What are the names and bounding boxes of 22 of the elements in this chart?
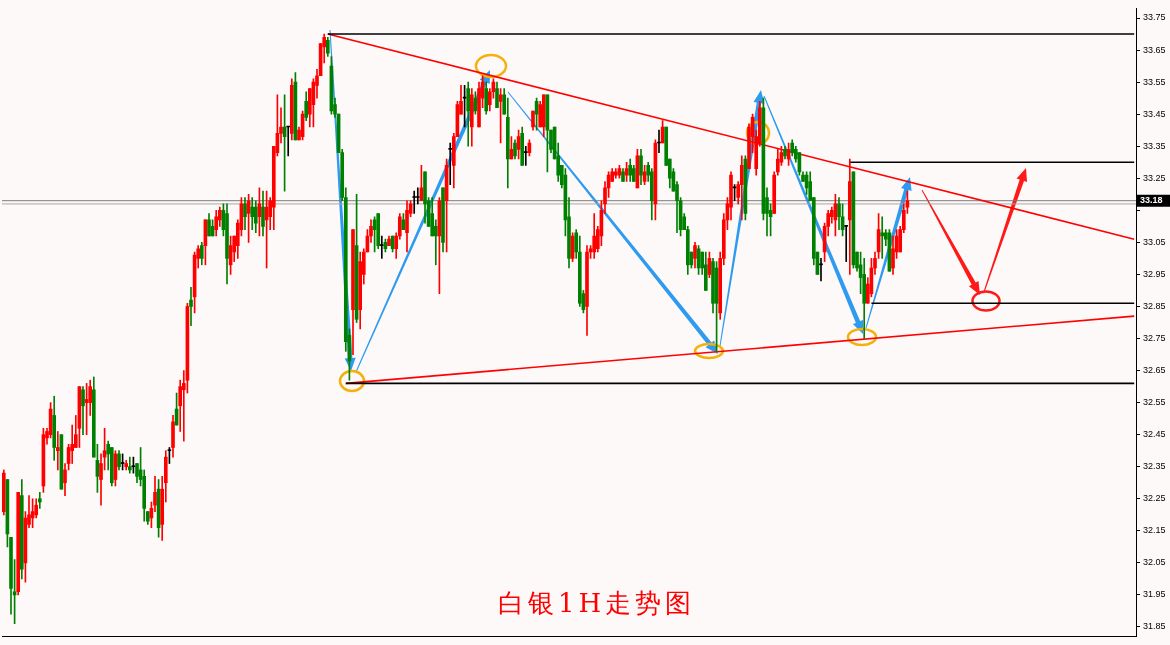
y-tick-label: 32.85	[1143, 300, 1166, 311]
y-tick-label: 31.85	[1143, 621, 1166, 632]
y-tick-label: 31.95	[1143, 589, 1166, 600]
ref-line-label: 33.18	[1140, 195, 1163, 206]
text: 白银1H走势图	[498, 588, 696, 620]
y-tick-label: 32.35	[1143, 461, 1166, 472]
y-tick-label: 33.25	[1143, 172, 1166, 183]
y-tick-label: 32.65	[1143, 365, 1166, 376]
y-tick-label: 32.05	[1143, 557, 1166, 568]
y-tick-label: 33.45	[1143, 108, 1166, 119]
y-tick-label: 33.55	[1143, 76, 1166, 87]
y-tick-label: 33.65	[1143, 44, 1166, 55]
y-tick-label: 32.25	[1143, 493, 1166, 504]
y-tick-label: 33.75	[1143, 12, 1166, 23]
y-tick-label: 33.35	[1143, 140, 1166, 151]
candlestick	[844, 225, 849, 262]
y-tick-label: 32.15	[1143, 525, 1166, 536]
y-tick-label: 32.75	[1143, 333, 1166, 344]
y-tick-label: 33.05	[1143, 236, 1166, 247]
y-tick-label: 32.45	[1143, 429, 1166, 440]
y-tick-label: 32.55	[1143, 397, 1166, 408]
y-tick-label: 32.95	[1143, 268, 1166, 279]
